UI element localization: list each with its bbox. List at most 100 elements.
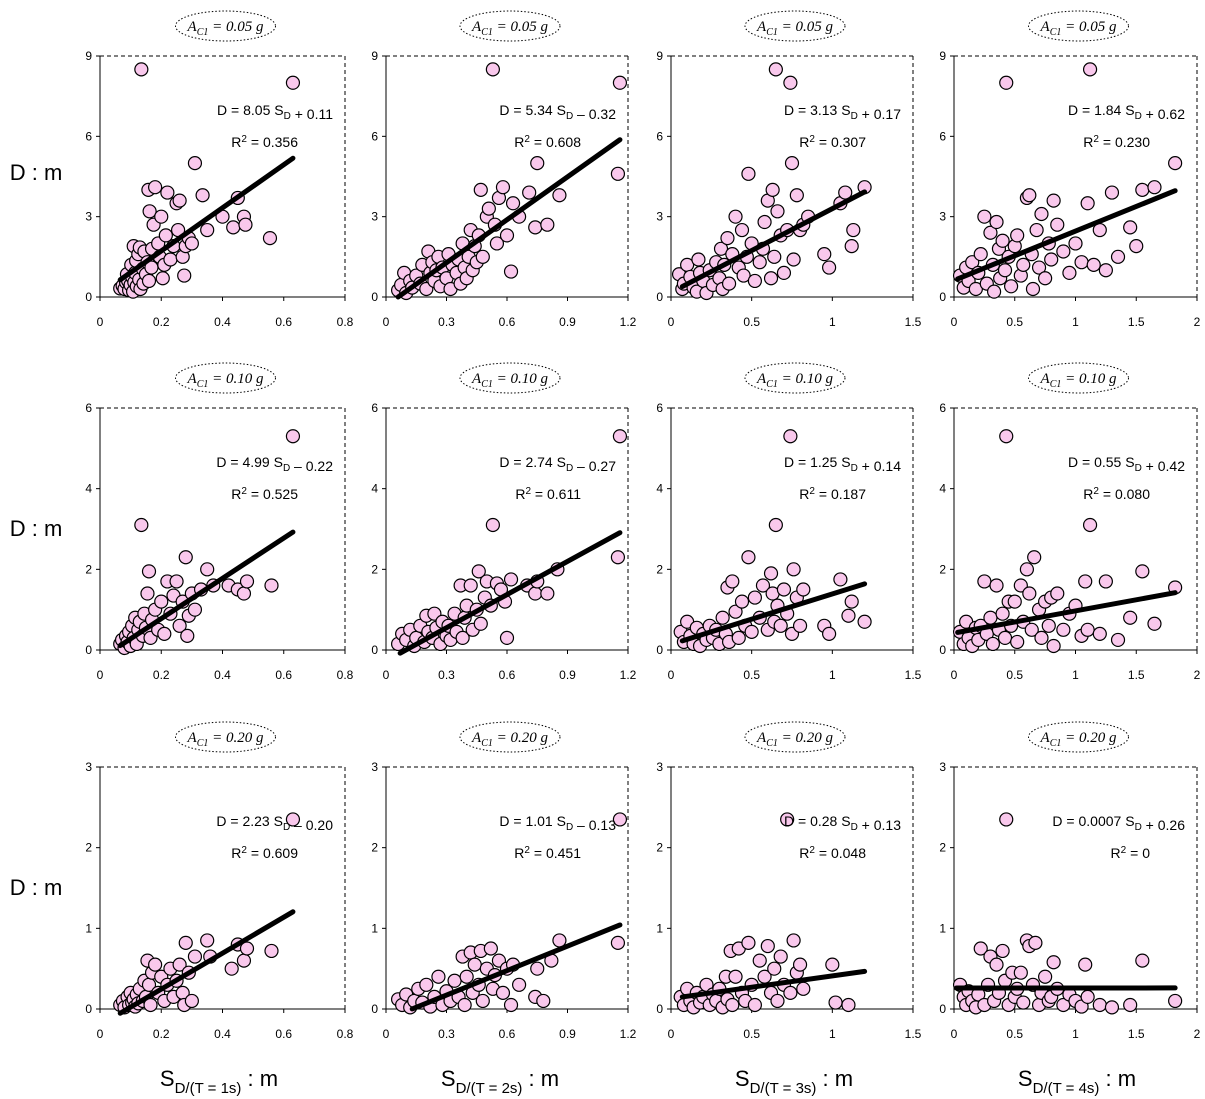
data-point xyxy=(989,957,1004,972)
data-point xyxy=(752,255,767,270)
eq-subscript: D xyxy=(851,822,858,833)
eq-value: 1.84 xyxy=(1094,102,1121,118)
data-point xyxy=(1016,257,1031,272)
data-point xyxy=(154,594,169,609)
regression-equation: D = 5.34 SD – 0.32 xyxy=(499,102,616,122)
x-tick-label: 0.9 xyxy=(559,668,576,682)
data-point xyxy=(419,977,434,992)
y-tick-label: 3 xyxy=(939,760,946,774)
regression-line xyxy=(679,581,868,644)
data-point xyxy=(1031,260,1047,275)
data-point xyxy=(1147,616,1162,631)
r-squared: R2 = 0.609 xyxy=(231,845,298,861)
acceleration-label: AC1 = 0.05 g xyxy=(471,19,548,38)
data-point xyxy=(721,276,737,291)
eq-text: D = xyxy=(499,454,525,470)
data-point xyxy=(172,618,187,633)
badge-subscript: C1 xyxy=(766,27,778,38)
data-point xyxy=(776,265,792,280)
r2-text: R xyxy=(231,845,241,861)
data-point xyxy=(760,938,775,954)
data-point xyxy=(200,933,215,948)
r-squared: R2 = 0.080 xyxy=(1083,486,1150,502)
data-point xyxy=(178,550,193,565)
r2-text: R xyxy=(515,486,525,502)
badge-text: A xyxy=(471,371,482,387)
y-tick-label: 3 xyxy=(371,760,378,774)
y-tick-label: 2 xyxy=(85,841,92,855)
data-point xyxy=(503,997,519,1013)
badge-text: = 0.10 g xyxy=(778,371,834,387)
data-point xyxy=(734,222,750,238)
badge-text: = 0.05 g xyxy=(778,19,834,35)
x-tick-label: 1.5 xyxy=(905,315,922,329)
data-point xyxy=(1104,185,1120,200)
data-point xyxy=(792,618,808,633)
r2-text: = xyxy=(247,134,263,150)
x-title-subscript: D/(T = 2s) xyxy=(456,1080,523,1097)
r2-text: = xyxy=(815,845,831,861)
data-point xyxy=(985,636,1000,652)
data-point xyxy=(1010,634,1025,650)
regression-line xyxy=(117,529,296,649)
badge-subscript: C1 xyxy=(766,379,778,390)
data-point xyxy=(1038,969,1053,984)
data-point xyxy=(1135,182,1150,197)
r2-text: = xyxy=(247,845,263,861)
data-point xyxy=(838,185,853,200)
acceleration-label: AC1 = 0.10 g xyxy=(1040,371,1117,390)
x-title-main: S xyxy=(441,1066,456,1091)
data-point xyxy=(1092,997,1107,1013)
acceleration-badge xyxy=(744,10,846,42)
data-point xyxy=(1046,193,1061,208)
r2-value: 0.307 xyxy=(831,134,866,150)
r2-text: R xyxy=(231,486,241,502)
r-squared: R2 = 0.048 xyxy=(799,845,866,861)
data-point xyxy=(499,228,515,243)
y-axis-title: D : m xyxy=(10,516,63,541)
y-tick-label: 2 xyxy=(371,562,378,576)
data-point xyxy=(767,961,782,976)
x-title-unit: : m xyxy=(816,1066,853,1091)
x-axis-title: SD/(T = 2s) : m xyxy=(441,1066,559,1097)
y-tick-label: 3 xyxy=(656,760,663,774)
data-point xyxy=(846,222,861,238)
data-point xyxy=(1110,249,1126,264)
x-tick-label: 1.2 xyxy=(620,668,637,682)
regression-line xyxy=(679,189,868,290)
data-point xyxy=(1098,574,1113,589)
data-point xyxy=(141,273,157,289)
x-tick-label: 2 xyxy=(1194,1027,1201,1041)
eq-text: S xyxy=(837,102,850,118)
data-point xyxy=(1027,550,1042,565)
acceleration-label: AC1 = 0.20 g xyxy=(756,730,833,749)
data-point xyxy=(495,985,511,1000)
x-tick-label: 0.4 xyxy=(214,1027,231,1041)
data-point xyxy=(822,260,837,275)
y-tick-label: 0 xyxy=(656,1002,663,1016)
r2-superscript: 2 xyxy=(524,134,530,145)
data-point xyxy=(455,630,470,646)
y-tick-label: 6 xyxy=(939,129,946,143)
badge-text: A xyxy=(471,19,482,35)
y-tick-label: 6 xyxy=(85,401,92,415)
badge-subscript: C1 xyxy=(197,738,209,749)
data-point xyxy=(768,517,783,533)
data-point xyxy=(792,957,808,972)
data-point xyxy=(264,943,279,959)
data-point xyxy=(1078,957,1093,972)
data-point xyxy=(783,429,798,444)
eq-value: + 0.62 xyxy=(1142,106,1185,122)
eq-subscript: D xyxy=(283,822,290,833)
data-point xyxy=(187,156,203,171)
data-point xyxy=(1082,517,1098,533)
eq-value: 1.01 xyxy=(525,813,552,829)
eq-text: S xyxy=(837,454,850,470)
data-point xyxy=(177,268,192,283)
x-tick-label: 0.5 xyxy=(743,315,760,329)
data-point xyxy=(612,75,628,90)
data-point xyxy=(447,973,462,988)
